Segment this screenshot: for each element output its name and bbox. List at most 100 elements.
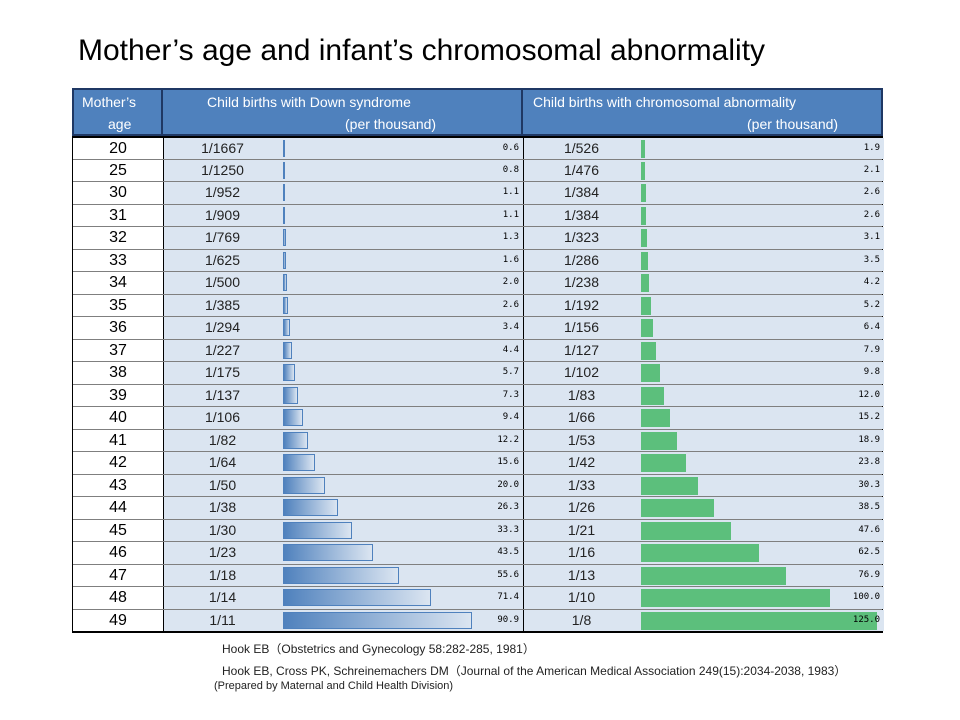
- chrom-ratio-cell: 1/102: [524, 362, 639, 384]
- chrom-ratio-cell: 1/10: [524, 587, 639, 609]
- down-value-label: 1.6: [502, 254, 519, 265]
- down-bar-cell: 26.3: [281, 497, 524, 519]
- down-value-label: 2.6: [502, 299, 519, 310]
- down-bar: [283, 251, 287, 269]
- table-row: 42 1/64 15.6 1/42 23.8: [73, 451, 884, 474]
- age-cell: 44: [73, 497, 164, 519]
- table-row: 45 1/30 33.3 1/21 47.6: [73, 518, 884, 541]
- down-bar: [283, 431, 309, 449]
- down-bar-cell: 1.1: [281, 204, 524, 226]
- age-cell: 33: [73, 249, 164, 271]
- down-value-label: 5.7: [502, 367, 519, 377]
- chrom-ratio-cell: 1/13: [524, 564, 639, 586]
- chrom-value-label: 12.0: [858, 389, 880, 400]
- chrom-bar-cell: 23.8: [639, 452, 884, 474]
- down-bar-cell: 71.4: [281, 587, 524, 609]
- down-bar-cell: 0.6: [281, 138, 524, 159]
- chrom-ratio-cell: 1/192: [524, 294, 639, 316]
- down-bar-cell: 4.4: [281, 339, 524, 361]
- down-bar: [283, 319, 291, 336]
- chrom-bar: [641, 184, 646, 202]
- chrom-bar-cell: 30.3: [639, 474, 884, 496]
- table-row: 33 1/625 1.6 1/286 3.5: [73, 248, 884, 271]
- down-bar-cell: 1.3: [281, 227, 524, 249]
- chrom-value-label: 3.5: [863, 254, 880, 265]
- chrom-value-label: 2.1: [863, 164, 880, 175]
- chrom-ratio-cell: 1/323: [524, 227, 639, 249]
- down-bar-cell: 2.0: [281, 272, 524, 294]
- down-ratio-cell: 1/30: [164, 519, 281, 541]
- age-cell: 45: [73, 519, 164, 541]
- table-body: 20 1/1667 0.6 1/526 1.9 25 1/1250 0.8 1/476 2.1 30…: [72, 136, 884, 633]
- chrom-bar-cell: 47.6: [639, 519, 884, 541]
- down-ratio-cell: 1/909: [164, 204, 281, 226]
- table-row: 47 1/18 55.6 1/13 76.9: [73, 563, 884, 586]
- header-age-line1: Mother’s: [82, 94, 136, 110]
- chrom-bar: [641, 341, 656, 360]
- source-note: (Prepared by Maternal and Child Health D…: [214, 680, 454, 692]
- down-bar-cell: 33.3: [281, 519, 524, 541]
- down-bar-cell: 12.2: [281, 429, 524, 451]
- chrom-bar: [641, 409, 670, 427]
- chrom-value-label: 6.4: [863, 322, 880, 332]
- chrom-bar-cell: 3.5: [639, 249, 884, 271]
- down-ratio-cell: 1/106: [164, 407, 281, 429]
- down-ratio-cell: 1/137: [164, 384, 281, 406]
- chrom-ratio-cell: 1/83: [524, 384, 639, 406]
- chrom-bar-cell: 12.0: [639, 384, 884, 406]
- chrom-bar-cell: 62.5: [639, 542, 884, 564]
- chrom-bar-cell: 2.1: [639, 159, 884, 181]
- chrom-bar-cell: 38.5: [639, 497, 884, 519]
- chrom-bar-cell: 3.1: [639, 227, 884, 249]
- chrom-value-label: 5.2: [863, 299, 880, 310]
- down-bar: [283, 611, 472, 629]
- down-ratio-cell: 1/952: [164, 182, 281, 204]
- down-bar: [283, 229, 286, 246]
- down-ratio-cell: 1/64: [164, 452, 281, 474]
- chrom-ratio-cell: 1/26: [524, 497, 639, 519]
- chrom-ratio-cell: 1/33: [524, 474, 639, 496]
- chrom-bar-cell: 15.2: [639, 407, 884, 429]
- chrom-ratio-cell: 1/286: [524, 249, 639, 271]
- chrom-value-label: 15.2: [858, 412, 880, 422]
- down-bar: [283, 140, 285, 157]
- table-row: 46 1/23 43.5 1/16 62.5: [73, 541, 884, 564]
- age-cell: 25: [73, 159, 164, 181]
- down-ratio-cell: 1/625: [164, 249, 281, 271]
- age-cell: 38: [73, 362, 164, 384]
- table-row: 32 1/769 1.3 1/323 3.1: [73, 226, 884, 249]
- table-row: 36 1/294 3.4 1/156 6.4: [73, 316, 884, 339]
- down-value-label: 33.3: [497, 524, 519, 535]
- table-row: 39 1/137 7.3 1/83 12.0: [73, 383, 884, 406]
- header-chrom-line1: Child births with chromosomal abnormalit…: [533, 94, 796, 110]
- down-bar-cell: 20.0: [281, 474, 524, 496]
- chrom-ratio-cell: 1/53: [524, 429, 639, 451]
- down-bar: [283, 206, 286, 224]
- down-value-label: 9.4: [502, 412, 519, 422]
- source-citation-1: Hook EB（Obstetrics and Gynecology 58:282…: [222, 642, 535, 656]
- chrom-value-label: 2.6: [863, 209, 880, 220]
- down-bar: [283, 364, 295, 381]
- down-ratio-cell: 1/82: [164, 429, 281, 451]
- down-bar-cell: 0.8: [281, 159, 524, 181]
- chrom-bar: [641, 161, 645, 180]
- down-ratio-cell: 1/227: [164, 339, 281, 361]
- age-cell: 42: [73, 452, 164, 474]
- chrom-value-label: 30.3: [858, 479, 880, 490]
- chrom-value-label: 38.5: [858, 502, 880, 512]
- chrom-value-label: 62.5: [858, 547, 880, 557]
- chrom-bar-cell: 2.6: [639, 204, 884, 226]
- chrom-value-label: 9.8: [863, 367, 880, 377]
- age-cell: 39: [73, 384, 164, 406]
- table-row: 20 1/1667 0.6 1/526 1.9: [73, 136, 884, 159]
- age-cell: 36: [73, 317, 164, 339]
- age-cell: 48: [73, 587, 164, 609]
- down-ratio-cell: 1/294: [164, 317, 281, 339]
- down-bar-cell: 1.1: [281, 182, 524, 204]
- age-cell: 40: [73, 407, 164, 429]
- chrom-ratio-cell: 1/16: [524, 542, 639, 564]
- chrom-ratio-cell: 1/238: [524, 272, 639, 294]
- chrom-bar: [641, 319, 654, 337]
- chrom-ratio-cell: 1/526: [524, 138, 639, 159]
- down-value-label: 2.0: [502, 277, 519, 287]
